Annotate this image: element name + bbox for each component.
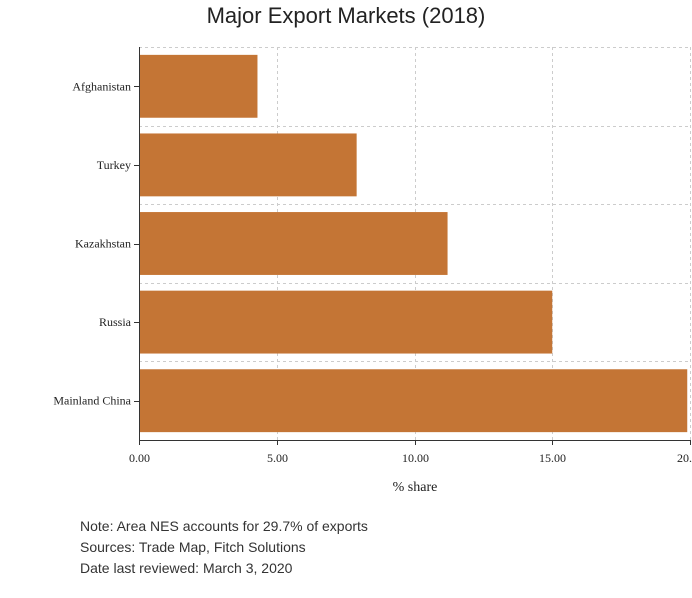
x-tick-label: 5.00	[267, 451, 288, 465]
y-tick-label: Kazakhstan	[75, 237, 131, 251]
note-sources: Sources: Trade Map, Fitch Solutions	[80, 539, 306, 555]
bar	[140, 54, 258, 118]
y-tick-label: Afghanistan	[72, 79, 131, 93]
chart-title: Major Export Markets (2018)	[206, 3, 486, 28]
tick-labels: 0.00 5.00 10.00 15.00 20.00 Afghanistan Turkey…	[53, 79, 692, 465]
bar	[140, 212, 448, 275]
x-tick-label: 20.00	[677, 451, 692, 465]
bar	[140, 369, 688, 433]
x-tick-label: 15.00	[539, 451, 566, 465]
bar	[140, 290, 553, 354]
grid-lines	[139, 47, 691, 440]
y-tick-label: Turkey	[97, 158, 131, 172]
x-axis-title: % share	[393, 480, 438, 495]
note-area-nes: Note: Area NES accounts for 29.7% of exp…	[80, 518, 368, 534]
y-tick-label: Mainland China	[53, 394, 131, 408]
y-tick-label: Russia	[99, 315, 132, 329]
note-date-reviewed: Date last reviewed: March 3, 2020	[80, 560, 293, 576]
x-tick-label: 0.00	[129, 451, 150, 465]
x-tick-label: 10.00	[402, 451, 429, 465]
bar	[140, 133, 357, 197]
bars	[140, 54, 688, 433]
bar-chart: 0.00 5.00 10.00 15.00 20.00 Afghanistan Turkey…	[53, 47, 692, 495]
chart-notes: Note: Area NES accounts for 29.7% of exp…	[80, 516, 368, 579]
